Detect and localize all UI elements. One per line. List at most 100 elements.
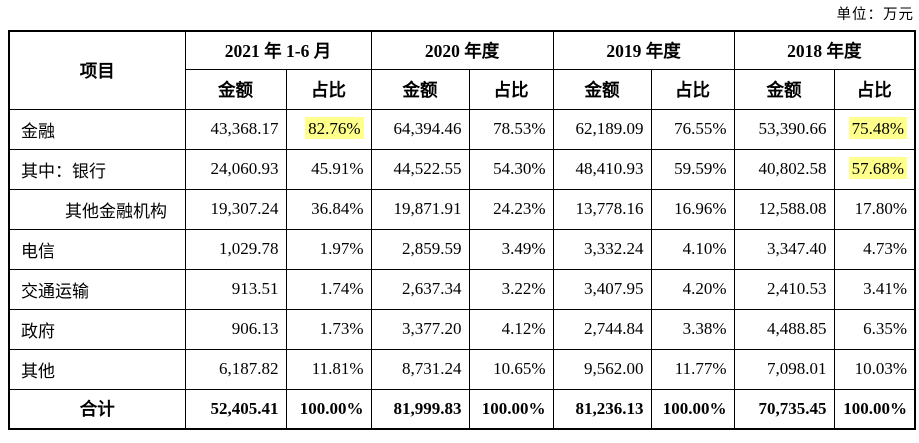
table-body: 金融 43,368.17 82.76% 64,394.46 78.53% 62,189.0… <box>8 108 916 430</box>
amount-cell: 2,744.84 <box>552 308 652 350</box>
ratio-cell: 4.12% <box>468 308 554 350</box>
ratio-header: 占比 <box>650 68 735 110</box>
ratio-cell: 78.53% <box>468 108 554 150</box>
highlighted-value: 82.76% <box>305 117 364 139</box>
amount-header: 金额 <box>184 68 287 110</box>
ratio-cell: 75.48% <box>833 108 916 150</box>
table-row: 其他 6,187.82 11.81% 8,731.24 10.65% 9,562.00 11… <box>8 348 916 390</box>
period-header-2021: 2021 年 1-6 月 <box>184 30 372 70</box>
amount-cell: 19,307.24 <box>184 188 287 230</box>
ratio-cell: 57.68% <box>833 148 916 190</box>
ratio-cell: 4.73% <box>833 228 916 270</box>
amount-cell: 906.13 <box>184 308 287 350</box>
amount-cell: 81,999.83 <box>370 388 470 430</box>
ratio-cell: 100.00% <box>468 388 554 430</box>
row-label: 金融 <box>8 108 186 150</box>
unit-label: 单位：万元 <box>836 7 914 23</box>
year-header-row: 项目 2021 年 1-6 月 2020 年度 2019 年度 2018 年度 <box>8 30 916 110</box>
amount-cell: 1,029.78 <box>184 228 287 270</box>
amount-cell: 43,368.17 <box>184 108 287 150</box>
amount-cell: 913.51 <box>184 268 287 310</box>
subheader-row: 金额 占比 金额 占比 金额 占比 金额 占比 <box>9 68 916 110</box>
ratio-cell: 1.74% <box>285 268 372 310</box>
table-row: 电信 1,029.78 1.97% 2,859.59 3.49% 3,332.24 4.10… <box>8 228 916 270</box>
amount-cell: 13,778.16 <box>552 188 652 230</box>
amount-cell: 7,098.01 <box>733 348 835 390</box>
period-header-2018: 2018 年度 <box>733 30 916 70</box>
table-header: 项目 2021 年 1-6 月 2020 年度 2019 年度 2018 年度 … <box>8 30 916 110</box>
table-row: 其中：银行 24,060.93 45.91% 44,522.55 54.30% 48,41… <box>8 148 916 190</box>
amount-cell: 3,332.24 <box>552 228 652 270</box>
ratio-header: 占比 <box>833 68 916 110</box>
ratio-cell: 100.00% <box>650 388 735 430</box>
table-row: 金融 43,368.17 82.76% 64,394.46 78.53% 62,189.0… <box>8 108 916 150</box>
ratio-cell: 36.84% <box>285 188 372 230</box>
amount-cell: 3,347.40 <box>733 228 835 270</box>
ratio-cell: 1.73% <box>285 308 372 350</box>
ratio-header: 占比 <box>285 68 372 110</box>
amount-cell: 12,588.08 <box>733 188 835 230</box>
ratio-cell: 59.59% <box>650 148 735 190</box>
row-label: 其中：银行 <box>8 148 186 190</box>
row-label: 其他金融机构 <box>8 188 186 230</box>
ratio-cell: 11.77% <box>650 348 735 390</box>
period-header-2020: 2020 年度 <box>370 30 554 70</box>
table-row: 其他金融机构 19,307.24 36.84% 19,871.91 24.23% 13,7… <box>8 188 916 230</box>
ratio-cell: 10.03% <box>833 348 916 390</box>
ratio-cell: 100.00% <box>833 388 916 430</box>
highlighted-value: 57.68% <box>848 157 908 179</box>
ratio-cell: 4.20% <box>650 268 735 310</box>
ratio-header: 占比 <box>468 68 554 110</box>
row-label: 电信 <box>8 228 186 270</box>
amount-cell: 2,637.34 <box>370 268 470 310</box>
amount-cell: 8,731.24 <box>370 348 470 390</box>
ratio-cell: 3.38% <box>650 308 735 350</box>
amount-cell: 2,859.59 <box>370 228 470 270</box>
row-label: 合计 <box>8 388 186 430</box>
amount-cell: 62,189.09 <box>552 108 652 150</box>
ratio-cell: 24.23% <box>468 188 554 230</box>
amount-cell: 3,407.95 <box>552 268 652 310</box>
row-label: 交通运输 <box>8 268 186 310</box>
ratio-cell: 45.91% <box>285 148 372 190</box>
ratio-cell: 11.81% <box>285 348 372 390</box>
period-header-2019: 2019 年度 <box>552 30 735 70</box>
amount-cell: 70,735.45 <box>733 388 835 430</box>
amount-header: 金额 <box>552 68 652 110</box>
amount-cell: 53,390.66 <box>733 108 835 150</box>
ratio-cell: 16.96% <box>650 188 735 230</box>
ratio-cell: 54.30% <box>468 148 554 190</box>
amount-header: 金额 <box>733 68 835 110</box>
amount-header: 金额 <box>370 68 470 110</box>
amount-cell: 2,410.53 <box>733 268 835 310</box>
ratio-cell: 3.49% <box>468 228 554 270</box>
ratio-cell: 100.00% <box>285 388 372 430</box>
amount-cell: 4,488.85 <box>733 308 835 350</box>
ratio-cell: 82.76% <box>285 108 372 150</box>
amount-cell: 19,871.91 <box>370 188 470 230</box>
amount-cell: 44,522.55 <box>370 148 470 190</box>
total-row: 合计 52,405.41 100.00% 81,999.83 100.00% 81,236… <box>8 388 916 430</box>
row-label: 其他 <box>8 348 186 390</box>
ratio-cell: 76.55% <box>650 108 735 150</box>
financial-table: 项目 2021 年 1-6 月 2020 年度 2019 年度 2018 年度 … <box>8 30 917 430</box>
ratio-cell: 3.22% <box>468 268 554 310</box>
ratio-cell: 4.10% <box>650 228 735 270</box>
amount-cell: 6,187.82 <box>184 348 287 390</box>
amount-cell: 52,405.41 <box>184 388 287 430</box>
amount-cell: 9,562.00 <box>552 348 652 390</box>
ratio-cell: 10.65% <box>468 348 554 390</box>
amount-cell: 81,236.13 <box>552 388 652 430</box>
ratio-cell: 3.41% <box>833 268 916 310</box>
amount-cell: 48,410.93 <box>552 148 652 190</box>
amount-cell: 24,060.93 <box>184 148 287 190</box>
ratio-cell: 1.97% <box>285 228 372 270</box>
amount-cell: 64,394.46 <box>370 108 470 150</box>
amount-cell: 40,802.58 <box>733 148 835 190</box>
row-label: 政府 <box>8 308 186 350</box>
ratio-cell: 6.35% <box>833 308 916 350</box>
item-column-header: 项目 <box>8 30 186 110</box>
ratio-cell: 17.80% <box>833 188 916 230</box>
table-row: 政府 906.13 1.73% 3,377.20 4.12% 2,744.84 3.38% 4… <box>8 308 916 350</box>
